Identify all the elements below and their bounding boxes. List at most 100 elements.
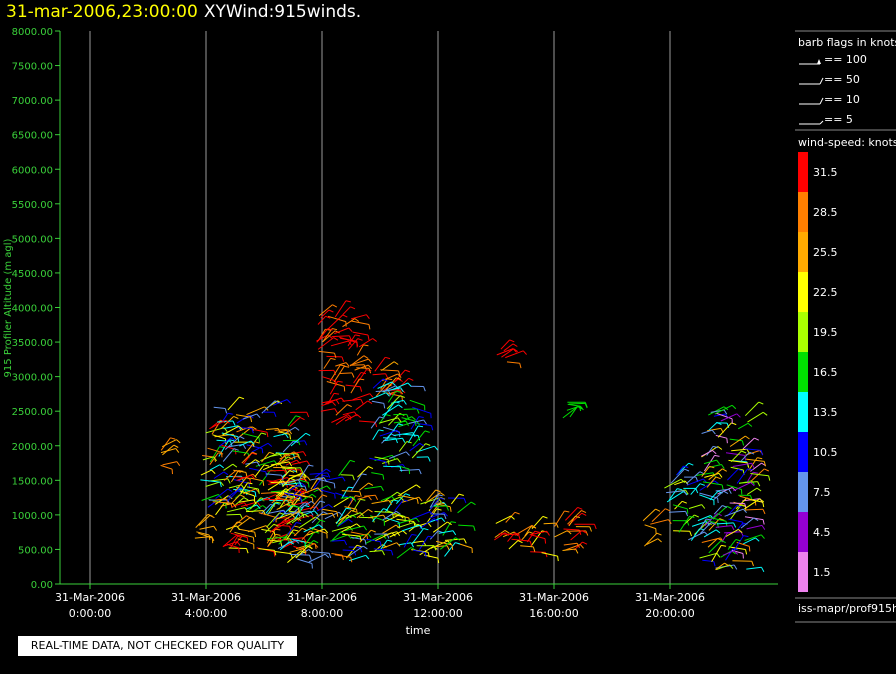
y-tick-label: 1000.00 [12,511,53,522]
wind-barb-flag [360,372,367,375]
wind-barb [370,416,380,429]
wind-barb-flag [256,504,261,510]
wind-barb [310,477,319,490]
barb-legend-flag [819,120,824,125]
wind-barb-flag [303,476,306,482]
wind-barb-flag [433,545,437,551]
wind-barb [375,390,389,392]
wind-barb-flag [307,482,310,488]
wind-barb-flag [348,518,353,523]
wind-barb-flag [379,541,382,547]
wind-barb-flag [234,449,237,455]
wind-barb-flag [402,437,406,443]
wind-barb [746,508,764,511]
wind-barb-flag [416,498,419,504]
wind-barb-flag [455,537,461,541]
wind-barb [286,529,294,540]
wind-barb-flag [726,422,730,428]
wind-barb [327,315,346,323]
wind-barb [642,508,656,522]
wind-barb-flag [251,452,257,455]
wind-barb [495,515,512,524]
wind-barb-flag [424,552,427,558]
wind-barb [664,478,682,489]
wind-barb-flag [657,538,662,543]
wind-barb-flag [517,540,523,544]
wind-barb [381,361,395,372]
wind-barb [289,548,304,553]
wind-barb [350,536,366,541]
wind-barb-flag [328,504,333,508]
wind-barb [282,477,291,487]
wind-barb-flag [359,535,362,542]
wind-barb [505,350,524,359]
wind-barb-flag [279,512,285,516]
wind-barb-flag [337,380,343,383]
wind-barb-flag [319,500,326,503]
wind-barb [730,466,744,471]
wind-barb [199,525,214,530]
grid-lines [89,31,671,584]
wind-barb-flag [443,512,448,517]
wind-barb [708,468,723,481]
wind-barb-flag [519,363,522,369]
wind-barb-flag [296,459,301,465]
wind-barb [341,490,360,493]
y-tick-label: 4500.00 [12,269,53,280]
speed-legend-label: 10.5 [813,446,838,459]
wind-barb [713,413,726,417]
wind-barb [235,426,252,429]
wind-barb [281,466,296,469]
wind-barb [699,518,707,530]
wind-barb [261,452,270,463]
wind-barb [716,522,734,525]
wind-barb [333,366,345,383]
wind-barb-flag [398,404,403,409]
wind-barb [365,534,383,544]
wind-barb [703,529,717,538]
wind-barb-flag [341,356,345,362]
wind-barb-flag [386,383,392,387]
wind-barb [236,426,251,433]
wind-barb [303,531,315,547]
wind-barb-flag [359,491,362,497]
wind-barb [221,444,236,450]
wind-barb [205,481,221,487]
wind-barb [457,542,473,549]
wind-barb [195,514,209,529]
wind-barb [213,471,225,479]
wind-barb-flag [250,440,255,445]
wind-barb-flag [320,519,326,523]
wind-barb [394,499,404,512]
wind-barb [666,490,685,494]
speed-legend-swatch [798,232,808,272]
wind-barb [270,461,290,466]
wind-barb [310,477,324,481]
wind-barb-flag [759,498,764,503]
wind-barb-flag [470,501,476,506]
wind-barb [349,554,366,562]
wind-barb [524,526,532,537]
wind-barb-flag [514,532,520,535]
wind-barb-flag [297,511,301,517]
wind-barb [430,540,448,549]
wind-barb-flag [724,562,729,567]
wind-barb [541,552,558,557]
wind-barb-flag [370,529,376,533]
wind-barb [403,408,418,410]
wind-barb-flag [756,487,762,492]
wind-barb [423,554,439,559]
wind-barb-flag [385,414,391,417]
wind-barb-flag [349,459,356,463]
wind-barb-flag [305,479,309,484]
wind-barb [432,521,448,533]
wind-barb-flag [356,523,361,528]
wind-barb-flag [346,507,352,510]
wind-barb-flag [311,497,314,503]
wind-barb [291,513,305,524]
y-tick-label: 7000.00 [12,96,53,107]
wind-barb [215,498,227,501]
x-axis-label: time [406,624,431,637]
wind-barb-flag [760,450,763,456]
wind-barb [261,400,276,414]
